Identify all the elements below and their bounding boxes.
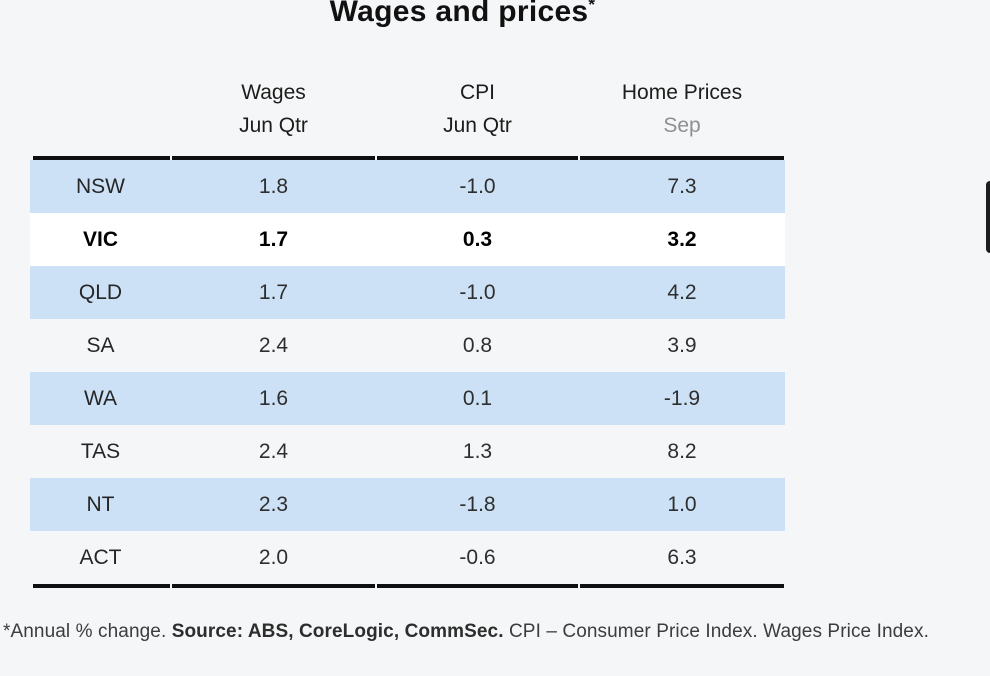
table-row: TAS 2.4 1.3 8.2: [30, 425, 785, 478]
header-wages-column: Wages Jun Qtr: [171, 76, 376, 142]
table-row: NSW 1.8 -1.0 7.3: [30, 160, 785, 213]
table-row: QLD 1.7 -1.0 4.2: [30, 266, 785, 319]
wages-cell: 1.7: [258, 280, 289, 304]
table-bottom-rule: [30, 584, 785, 588]
right-edge-artifact: [986, 181, 990, 253]
row-label: ACT: [79, 545, 122, 569]
table-body: NSW 1.8 -1.0 7.3 VIC 1.7 0.3 3.2 QLD 1.7…: [30, 160, 785, 584]
header-cpi-column: CPI Jun Qtr: [376, 76, 579, 142]
home-prices-cell: 8.2: [667, 439, 697, 463]
header-region-column: [30, 76, 171, 142]
footnote-asterisk: *: [588, 0, 596, 14]
page-title: Wages and prices*: [85, 0, 840, 29]
row-label: SA: [86, 333, 115, 357]
table-row: NT 2.3 -1.8 1.0: [30, 478, 785, 531]
header-wages-period: Jun Qtr: [239, 114, 308, 137]
footnote-source: Source: ABS, CoreLogic, CommSec.: [171, 621, 504, 642]
table-header: Wages Jun Qtr CPI Jun Qtr Home Prices Se…: [30, 76, 785, 142]
wages-cell: 2.4: [258, 439, 289, 463]
header-cpi-period: Jun Qtr: [443, 114, 512, 137]
footnote-definitions: CPI – Consumer Price Index. Wages Price …: [503, 621, 929, 642]
home-prices-cell: 3.9: [667, 333, 697, 357]
header-home-prices-column: Home Prices Sep: [579, 76, 785, 142]
cpi-cell: -0.6: [459, 545, 496, 569]
row-label: NSW: [76, 174, 125, 198]
row-label: WA: [83, 386, 118, 410]
row-label: NT: [86, 492, 115, 516]
table-row: ACT 2.0 -0.6 6.3: [30, 531, 785, 584]
header-wages-label: Wages: [241, 81, 306, 104]
wages-cell: 1.8: [258, 174, 289, 198]
table-row: VIC 1.7 0.3 3.2: [30, 213, 785, 266]
wages-cell: 2.0: [258, 545, 289, 569]
home-prices-cell: 4.2: [667, 280, 697, 304]
header-cpi-label: CPI: [459, 81, 495, 104]
wages-cell: 1.6: [258, 386, 289, 410]
wages-cell: 2.4: [258, 333, 289, 357]
home-prices-cell: 6.3: [667, 545, 697, 569]
page-title-text: Wages and prices: [329, 0, 589, 28]
home-prices-cell: -1.9: [663, 386, 701, 410]
header-home-prices-period: Sep: [663, 114, 701, 137]
cpi-cell: -1.8: [459, 492, 496, 516]
cpi-cell: -1.0: [459, 174, 496, 198]
table-top-rule: [30, 156, 785, 160]
footnote-annual-change: *Annual % change.: [3, 621, 172, 642]
cpi-cell: 1.3: [462, 439, 493, 463]
row-label: VIC: [82, 227, 118, 251]
cpi-cell: -1.0: [459, 280, 496, 304]
home-prices-cell: 7.3: [667, 174, 697, 198]
header-home-prices-label: Home Prices: [621, 81, 743, 104]
source-footnote: *Annual % change. Source: ABS, CoreLogic…: [3, 621, 988, 643]
wages-cell: 1.7: [258, 227, 289, 251]
cpi-cell: 0.3: [462, 227, 493, 251]
table-row: WA 1.6 0.1 -1.9: [30, 372, 785, 425]
table-row: SA 2.4 0.8 3.9: [30, 319, 785, 372]
cpi-cell: 0.1: [462, 386, 493, 410]
home-prices-cell: 3.2: [667, 227, 697, 251]
row-label: TAS: [80, 439, 121, 463]
wages-cell: 2.3: [258, 492, 289, 516]
cpi-cell: 0.8: [462, 333, 493, 357]
home-prices-cell: 1.0: [667, 492, 697, 516]
row-label: QLD: [78, 280, 123, 304]
